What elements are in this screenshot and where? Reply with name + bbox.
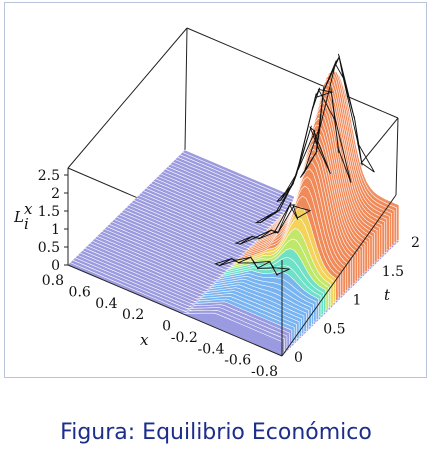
t-tick-label: 2 (411, 235, 420, 251)
z-tick-label: 0.5 (38, 240, 60, 256)
z-axis-label: L (13, 208, 24, 226)
x-tick-label: 0.8 (42, 273, 64, 289)
t-axis-label: t (384, 286, 391, 304)
z-tick-label: 2 (51, 186, 60, 202)
z-axis-ticks: 0 0.5 1 1.5 2 2.5 (38, 168, 68, 274)
x-tick-label: -0.2 (171, 330, 198, 346)
t-tick-label: 1 (353, 293, 362, 309)
z-tick-label: 2.5 (38, 168, 60, 184)
x-tick-label: -0.6 (224, 353, 251, 369)
box-edge (396, 118, 398, 195)
box-edge (187, 28, 398, 118)
x-tick-label: 0.2 (122, 307, 144, 323)
box-edge (68, 28, 187, 168)
box-edge (185, 28, 187, 150)
x-axis-label: x (140, 331, 149, 349)
t-tick-label: 1.5 (382, 264, 404, 280)
surface-plot: 00.511.522.5 0.80.60.40.20-0.2-0.4-0.6-0… (0, 0, 432, 400)
t-tick-label: 0 (294, 350, 303, 366)
figure-caption: Figura: Equilibrio Económico (0, 420, 432, 445)
x-tick-label: -0.8 (251, 364, 278, 380)
x-tick-label: 0 (162, 319, 171, 335)
surface-mesh (68, 54, 399, 356)
z-tick-label: 1 (51, 222, 60, 238)
t-tick-label: 0.5 (323, 321, 345, 337)
z-tick-label: 1.5 (38, 204, 60, 220)
x-tick-label: 0.4 (95, 296, 117, 312)
x-tick-label: 0.6 (69, 284, 91, 300)
z-tick-label: 0 (51, 258, 60, 274)
x-tick-label: -0.4 (198, 341, 225, 357)
z-axis-label-sub: i (24, 215, 29, 233)
